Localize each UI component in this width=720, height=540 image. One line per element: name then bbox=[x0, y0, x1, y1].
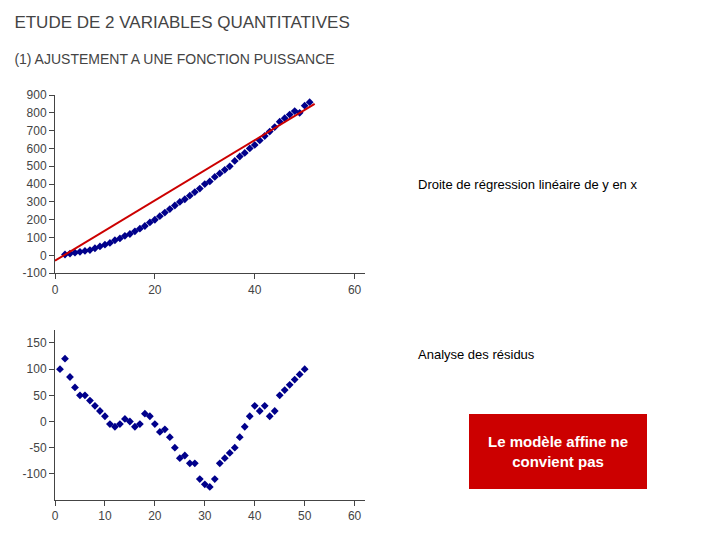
svg-text:0: 0 bbox=[40, 415, 47, 429]
svg-text:300: 300 bbox=[27, 195, 47, 209]
svg-text:-100: -100 bbox=[23, 467, 47, 481]
svg-text:40: 40 bbox=[248, 283, 262, 297]
svg-text:30: 30 bbox=[198, 509, 212, 523]
svg-text:0: 0 bbox=[52, 509, 59, 523]
svg-text:100: 100 bbox=[27, 231, 47, 245]
svg-text:20: 20 bbox=[148, 509, 162, 523]
svg-text:ETUDE DE 2 VARIABLES QUANTITAT: ETUDE DE 2 VARIABLES QUANTITATIVES bbox=[14, 13, 349, 32]
svg-text:40: 40 bbox=[248, 509, 262, 523]
svg-text:20: 20 bbox=[148, 283, 162, 297]
svg-text:50: 50 bbox=[33, 389, 47, 403]
svg-text:800: 800 bbox=[27, 106, 47, 120]
svg-text:-100: -100 bbox=[23, 266, 47, 280]
svg-text:200: 200 bbox=[27, 213, 47, 227]
svg-text:50: 50 bbox=[298, 509, 312, 523]
svg-text:-50: -50 bbox=[29, 441, 47, 455]
svg-text:0: 0 bbox=[52, 283, 59, 297]
svg-text:60: 60 bbox=[348, 509, 362, 523]
svg-text:Analyse des résidus: Analyse des résidus bbox=[418, 347, 535, 362]
svg-text:60: 60 bbox=[348, 283, 362, 297]
svg-text:900: 900 bbox=[27, 88, 47, 102]
svg-text:400: 400 bbox=[27, 177, 47, 191]
svg-text:0: 0 bbox=[40, 249, 47, 263]
svg-text:700: 700 bbox=[27, 124, 47, 138]
svg-text:Droite de régression linéaire: Droite de régression linéaire de y en x bbox=[418, 177, 637, 192]
svg-text:Le modèle affine neconvient pa: Le modèle affine neconvient pas bbox=[488, 433, 628, 470]
svg-text:10: 10 bbox=[98, 509, 112, 523]
svg-text:150: 150 bbox=[27, 336, 47, 350]
svg-text:100: 100 bbox=[27, 362, 47, 376]
svg-text:600: 600 bbox=[27, 142, 47, 156]
svg-text:500: 500 bbox=[27, 159, 47, 173]
svg-text:(1) AJUSTEMENT A UNE FONCTION: (1) AJUSTEMENT A UNE FONCTION PUISSANCE bbox=[14, 51, 334, 67]
